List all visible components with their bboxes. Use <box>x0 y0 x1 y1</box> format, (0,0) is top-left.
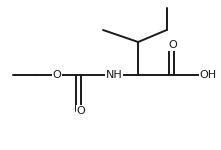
Text: O: O <box>53 70 61 80</box>
Text: OH: OH <box>200 70 217 80</box>
Text: O: O <box>77 106 86 116</box>
Text: O: O <box>169 40 178 50</box>
Text: NH: NH <box>106 70 122 80</box>
